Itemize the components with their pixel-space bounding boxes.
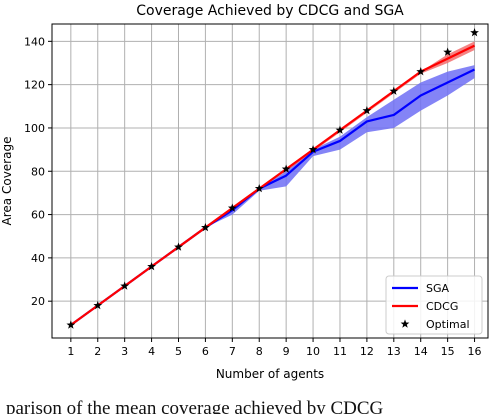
optimal-point: [443, 47, 452, 56]
y-axis-label: Area Coverage: [0, 137, 14, 226]
legend-sga-label: SGA: [426, 282, 450, 295]
x-axis-ticks: 1 2 3 4 5 6 7 8 9 10 11 12 13 14 15 16: [67, 338, 482, 358]
legend-box: [385, 275, 483, 335]
optimal-point: [174, 242, 183, 251]
optimal-point: [335, 125, 345, 134]
x-tick-label: 11: [333, 345, 347, 358]
x-tick-label: 1: [67, 345, 74, 358]
x-tick-label: 8: [256, 345, 263, 358]
x-tick-label: 16: [468, 345, 482, 358]
caption-text: parison of the mean coverage achieved by…: [6, 398, 384, 414]
caption-fragment: parison of the mean coverage achieved by…: [0, 398, 504, 414]
optimal-point: [66, 320, 76, 329]
optimal-markers: [66, 28, 479, 329]
x-tick-label: 2: [94, 345, 101, 358]
legend: SGA CDCG Optimal: [385, 275, 483, 335]
chart-title: Coverage Achieved by CDCG and SGA: [136, 3, 404, 19]
plot-frame: [51, 23, 489, 339]
legend-optimal-label: Optimal: [426, 318, 470, 331]
x-tick-label: 10: [306, 345, 320, 358]
y-tick-label: 100: [24, 122, 45, 135]
cdcg-line: [70, 44, 476, 326]
optimal-point: [308, 145, 318, 154]
legend-cdcg-label: CDCG: [426, 300, 458, 313]
x-tick-label: 15: [441, 345, 455, 358]
optimal-point: [254, 183, 264, 193]
optimal-point: [201, 222, 210, 232]
x-tick-label: 7: [229, 345, 236, 358]
optimal-point: [147, 261, 156, 271]
confidence-bands: [70, 41, 475, 326]
y-tick-label: 120: [24, 79, 45, 92]
sga-band: [70, 65, 475, 326]
optimal-point: [389, 86, 399, 95]
x-tick-label: 6: [202, 345, 209, 358]
series-lines: [70, 44, 476, 326]
x-tick-label: 14: [414, 345, 428, 358]
x-tick-label: 9: [283, 345, 290, 358]
legend-star-marker: [400, 319, 410, 328]
optimal-point: [93, 300, 103, 310]
y-tick-label: 140: [24, 35, 45, 48]
x-tick-label: 12: [360, 345, 374, 358]
optimal-point: [227, 203, 237, 212]
optimal-point: [120, 281, 130, 290]
y-tick-label: 20: [31, 295, 45, 308]
optimal-point: [470, 28, 479, 37]
x-tick-label: 3: [121, 345, 128, 358]
x-tick-label: 4: [148, 345, 155, 358]
x-tick-label: 13: [387, 345, 401, 358]
y-tick-label: 60: [31, 209, 45, 222]
optimal-point: [416, 67, 426, 76]
x-axis-label: Number of agents: [216, 367, 324, 381]
y-tick-label: 40: [31, 252, 45, 265]
legend-optimal-star: [400, 319, 410, 328]
y-tick-label: 80: [31, 165, 45, 178]
optimal-point: [362, 106, 372, 115]
y-axis-ticks: 20 40 60 80 100 120 140: [24, 35, 52, 308]
optimal-point: [281, 164, 291, 173]
x-tick-label: 5: [175, 345, 182, 358]
